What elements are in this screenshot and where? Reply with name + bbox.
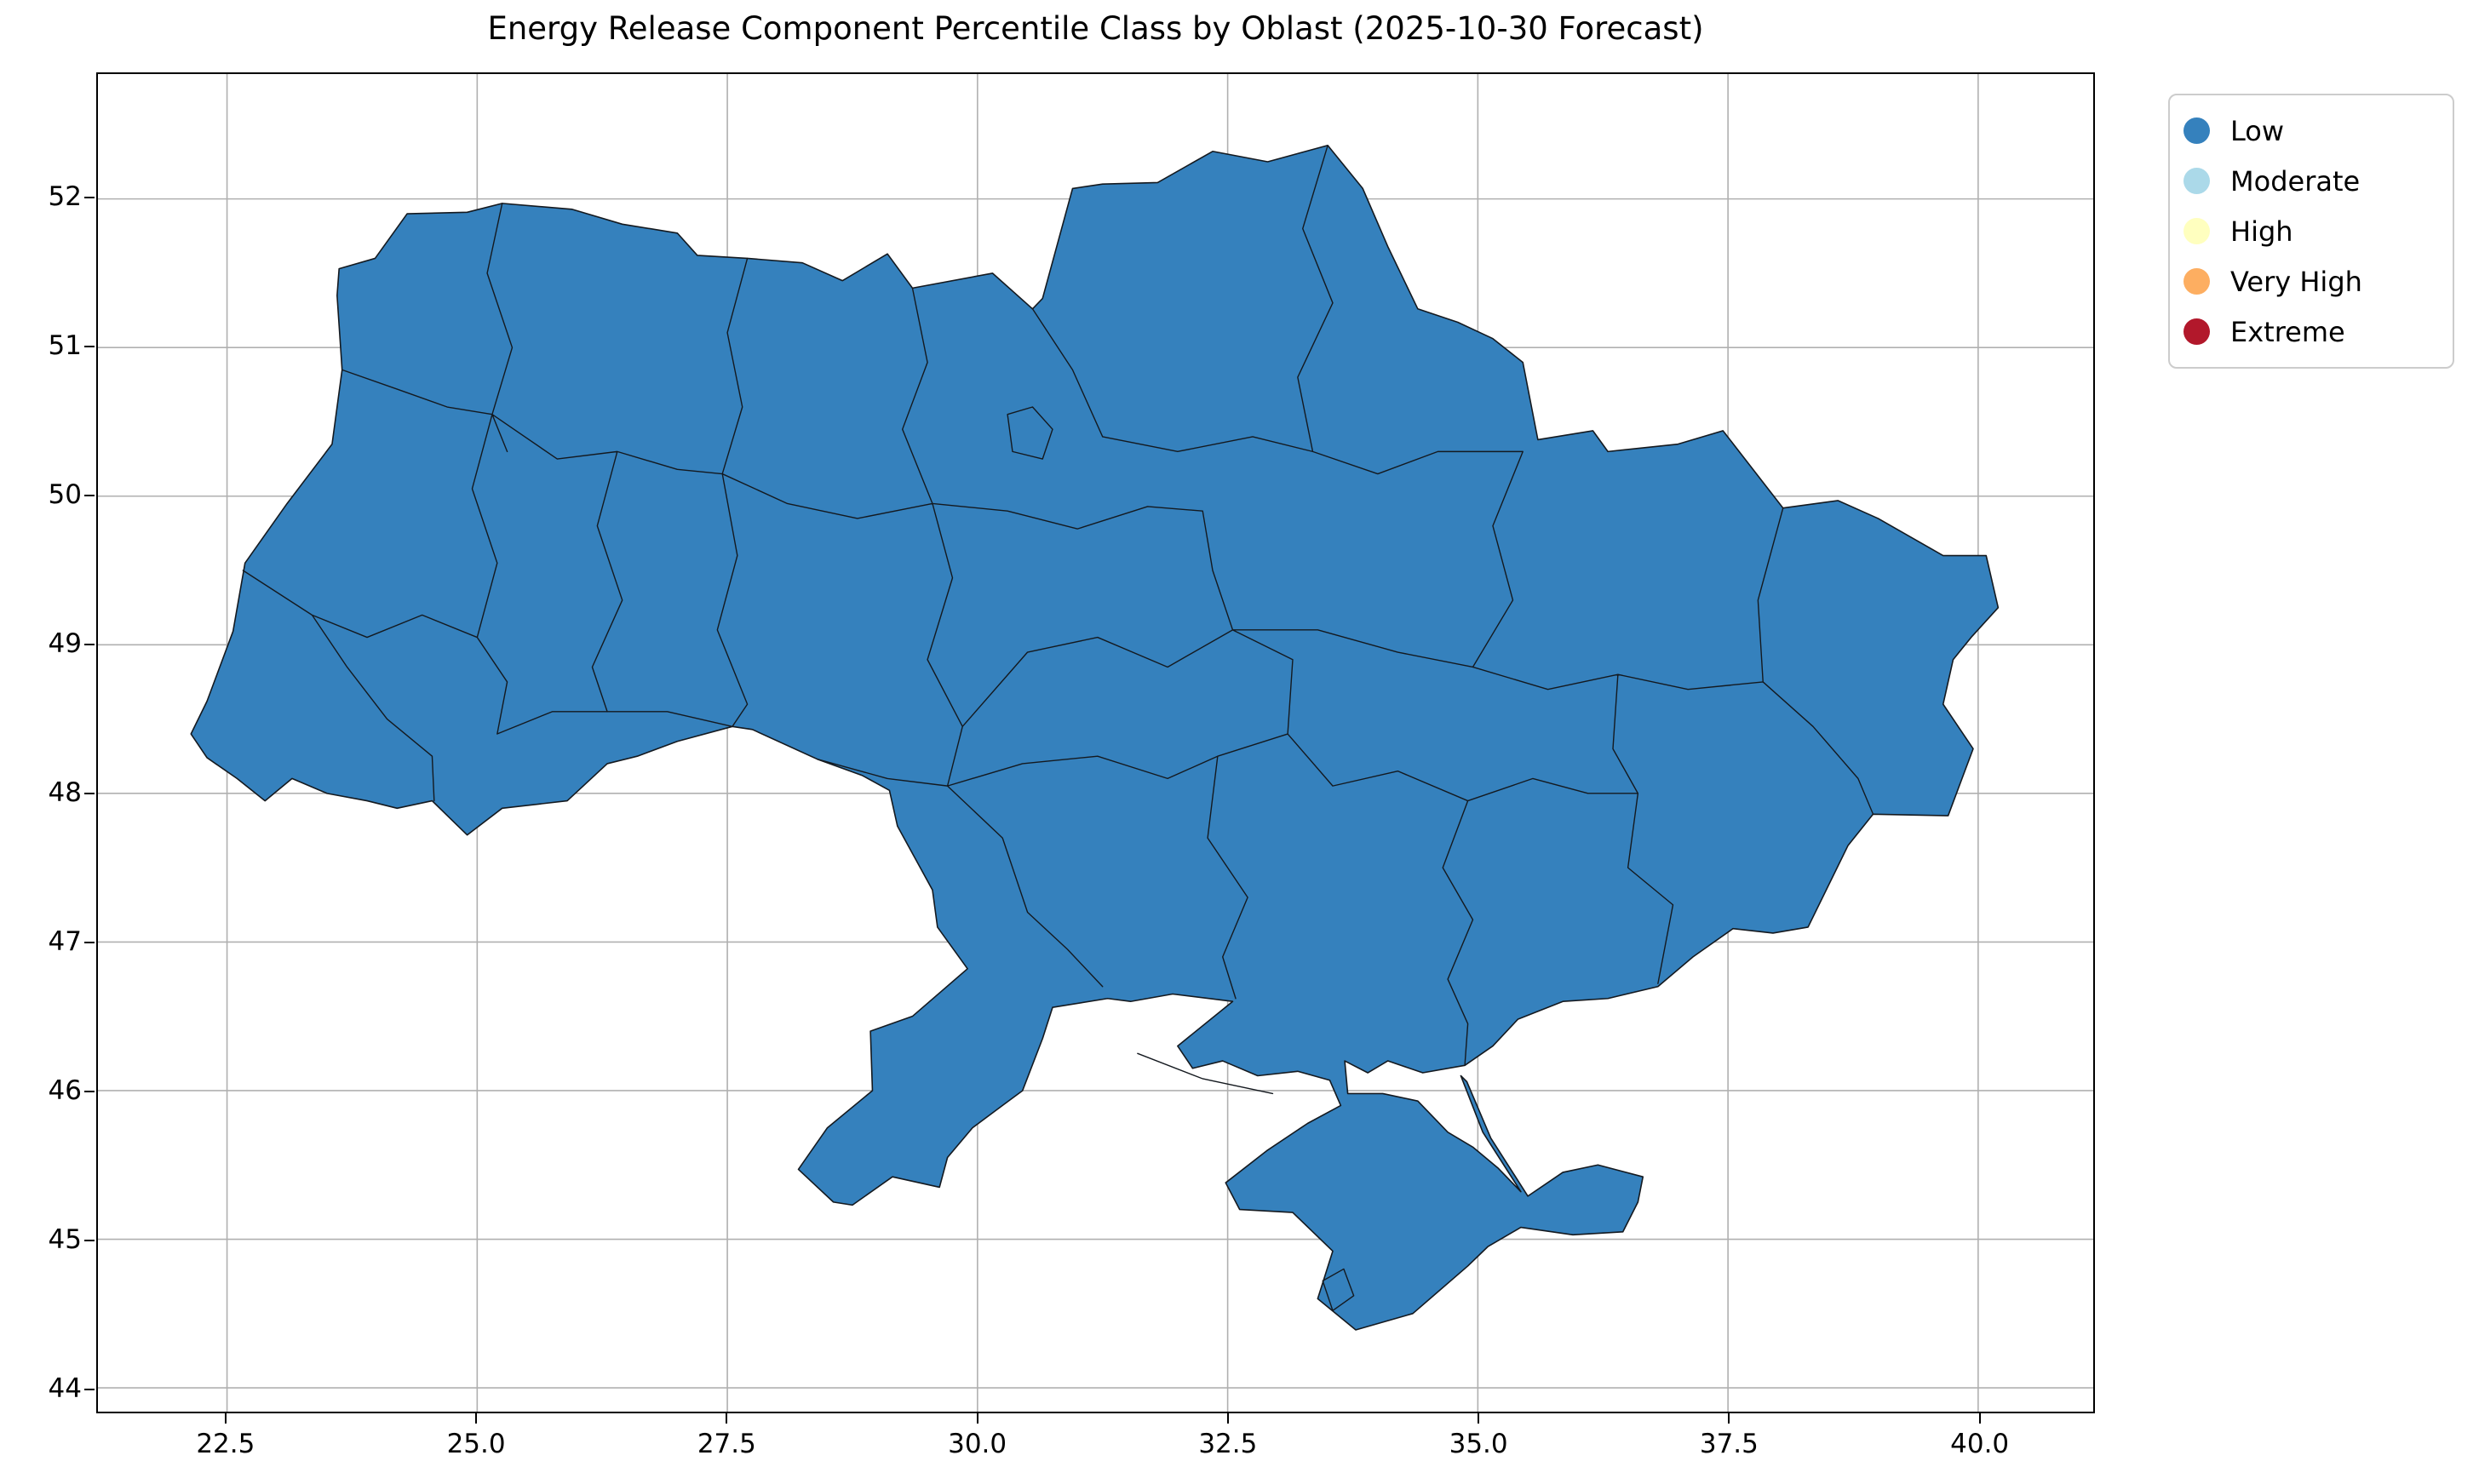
- x-tick-mark: [1226, 1413, 1229, 1424]
- x-tick-label: 30.0: [948, 1429, 1007, 1459]
- y-tick-mark: [84, 197, 95, 198]
- legend-item: Very High: [2183, 256, 2444, 307]
- legend-label: Very High: [2230, 265, 2362, 298]
- y-tick-mark: [84, 942, 95, 943]
- legend-label: Extreme: [2230, 315, 2345, 348]
- y-tick-mark: [84, 793, 95, 794]
- x-tick-mark: [475, 1413, 478, 1424]
- legend-swatch-icon: [2183, 117, 2210, 144]
- y-tick-label: 50: [48, 479, 82, 510]
- x-tick-label: 32.5: [1198, 1429, 1258, 1459]
- ukraine-outline: [191, 146, 1998, 1330]
- legend-item: Extreme: [2183, 307, 2444, 357]
- y-tick-label: 45: [48, 1224, 82, 1255]
- x-tick-mark: [976, 1413, 978, 1424]
- x-tick-mark: [726, 1413, 728, 1424]
- y-tick-mark: [84, 644, 95, 645]
- legend-label: Moderate: [2230, 164, 2361, 198]
- x-tick-label: 22.5: [196, 1429, 255, 1459]
- x-tick-mark: [1478, 1413, 1480, 1424]
- y-tick-label: 52: [48, 181, 82, 212]
- oblast-borders: [243, 146, 1873, 1311]
- x-tick-label: 37.5: [1699, 1429, 1759, 1459]
- legend-item: Low: [2183, 106, 2444, 156]
- x-tick-label: 27.5: [697, 1429, 756, 1459]
- y-tick-mark: [84, 1240, 95, 1241]
- legend-label: High: [2230, 215, 2293, 248]
- y-tick-label: 49: [48, 628, 82, 659]
- y-tick-mark: [84, 1389, 95, 1390]
- y-tick-label: 44: [48, 1373, 82, 1404]
- x-tick-label: 25.0: [446, 1429, 506, 1459]
- legend-item: Moderate: [2183, 156, 2444, 206]
- y-tick-label: 51: [48, 330, 82, 361]
- chart-title: Energy Release Component Percentile Clas…: [487, 10, 1704, 47]
- y-tick-mark: [84, 1091, 95, 1092]
- legend-item: High: [2183, 206, 2444, 256]
- y-tick-label: 47: [48, 926, 82, 957]
- y-tick-label: 46: [48, 1075, 82, 1106]
- y-tick-mark: [84, 495, 95, 496]
- legend-label: Low: [2230, 114, 2285, 147]
- x-tick-mark: [224, 1413, 227, 1424]
- legend: Low Moderate High Very High Extreme: [2168, 94, 2454, 369]
- x-tick-mark: [1728, 1413, 1730, 1424]
- legend-swatch-icon: [2183, 318, 2210, 345]
- x-tick-label: 40.0: [1950, 1429, 2010, 1459]
- coastal-spit-lines: [1138, 1053, 1273, 1093]
- legend-swatch-icon: [2183, 168, 2210, 194]
- ukraine-choropleth-map: [98, 74, 2093, 1412]
- y-tick-mark: [84, 346, 95, 347]
- legend-swatch-icon: [2183, 218, 2210, 244]
- x-tick-label: 35.0: [1449, 1429, 1508, 1459]
- legend-swatch-icon: [2183, 268, 2210, 295]
- x-tick-mark: [1978, 1413, 1981, 1424]
- plot-area: [96, 72, 2095, 1413]
- y-tick-label: 48: [48, 777, 82, 808]
